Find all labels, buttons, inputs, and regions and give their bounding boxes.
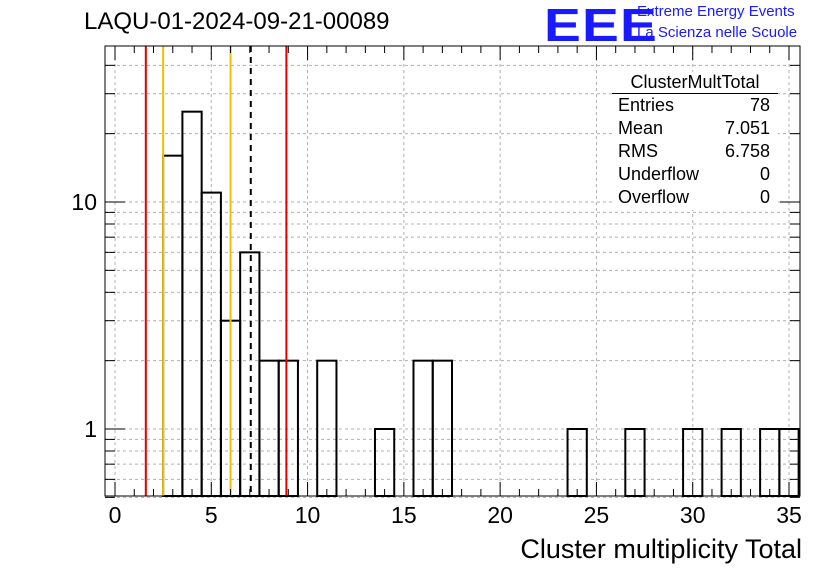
stats-label: Entries: [618, 95, 675, 115]
histogram-bin: [412, 359, 434, 498]
x-tick-label: 15: [391, 502, 417, 528]
stats-row-overflow: Overflow 0: [612, 186, 778, 209]
marker-lines-layer: [144, 46, 288, 496]
stats-label: Underflow: [618, 164, 700, 184]
stats-label: RMS: [618, 141, 658, 161]
x-tick-label: 5: [205, 502, 218, 528]
stats-row-entries: Entries 78: [612, 94, 778, 117]
plot-frame: [104, 45, 801, 497]
logo-line-1: Extreme Energy Events: [637, 3, 795, 20]
stats-value: 0: [759, 164, 770, 184]
x-tick-label: 25: [584, 502, 610, 528]
histogram-bin: [759, 428, 781, 497]
histogram-bin: [162, 154, 184, 497]
logo-line-2: La Scienza nelle Scuole: [637, 24, 798, 41]
y-tick-label: 1: [84, 416, 97, 442]
stats-box: ClusterMultTotal Entries 78 Mean 7.051 R…: [612, 72, 778, 210]
y-tick-label: 10: [71, 189, 97, 215]
stats-row-rms: RMS 6.758: [612, 140, 778, 163]
histogram-bin: [258, 359, 280, 498]
page-title: LAQU-01-2024-09-21-00089: [84, 8, 390, 35]
stats-value: 7.051: [724, 118, 770, 138]
x-tick-label: 20: [487, 502, 513, 528]
histogram-bin: [181, 110, 203, 497]
stats-value: 0: [759, 187, 770, 207]
x-tick-label: 10: [295, 502, 321, 528]
eee-logo: EEE: [544, 0, 659, 51]
x-tick-label: 0: [109, 502, 122, 528]
x-axis-label: Cluster multiplicity Total: [520, 534, 802, 564]
histogram-bin: [277, 359, 299, 498]
stats-row-mean: Mean 7.051: [612, 117, 778, 140]
stats-label: Overflow: [618, 187, 690, 207]
stats-label: Mean: [618, 118, 664, 138]
histogram-bin: [566, 428, 588, 497]
histogram-bin: [316, 359, 338, 498]
stats-value: 78: [749, 95, 770, 115]
stats-value: 6.758: [724, 141, 770, 161]
histogram-bin: [431, 359, 454, 498]
stats-box-title: ClusterMultTotal: [612, 72, 778, 94]
stats-row-underflow: Underflow 0: [612, 163, 778, 186]
x-tick-label: 30: [680, 502, 706, 528]
x-tick-label: 35: [776, 502, 802, 528]
axes-layer: 0 5 10 15 20 25 30 35 1 10: [71, 45, 802, 528]
